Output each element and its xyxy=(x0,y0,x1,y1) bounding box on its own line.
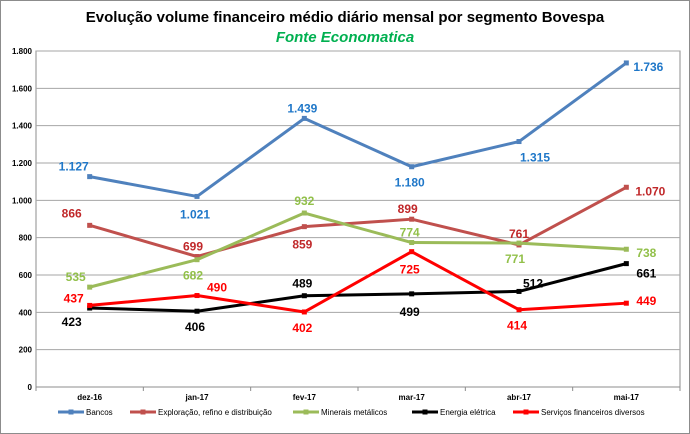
y-tick-label: 600 xyxy=(19,271,33,280)
data-point xyxy=(516,139,522,145)
data-point xyxy=(301,210,307,216)
data-point xyxy=(516,288,522,294)
legend-marker xyxy=(303,409,309,415)
data-point xyxy=(87,284,93,290)
data-point xyxy=(87,305,93,311)
data-label: 512 xyxy=(523,276,543,290)
data-label: 489 xyxy=(292,277,312,291)
data-point xyxy=(623,184,629,190)
legend-label: Serviços financeiros diversos xyxy=(541,408,645,417)
data-label: 1.021 xyxy=(180,207,210,221)
data-point xyxy=(623,60,629,66)
y-tick-label: 0 xyxy=(28,383,33,392)
data-point xyxy=(194,293,200,299)
data-point xyxy=(623,246,629,252)
data-label: 1.070 xyxy=(635,184,665,198)
data-label: 761 xyxy=(509,227,529,241)
series-line xyxy=(89,185,628,259)
data-label: 866 xyxy=(62,206,82,220)
legend-label: Energia elétrica xyxy=(440,408,496,417)
legend-label: Exploração, refino e distribuição xyxy=(158,408,272,417)
data-point xyxy=(87,302,93,308)
data-point xyxy=(623,300,629,306)
series-line xyxy=(89,250,627,314)
data-point xyxy=(409,164,415,170)
data-point xyxy=(623,261,629,267)
x-tick-label: mai-17 xyxy=(614,393,640,402)
data-label: 406 xyxy=(185,320,205,334)
legend-label: Bancos xyxy=(86,408,113,417)
x-tick-label: jan-17 xyxy=(184,393,209,402)
data-point xyxy=(87,222,93,228)
data-point xyxy=(516,307,522,313)
y-tick-label: 1.600 xyxy=(12,84,33,93)
chart-subtitle: Fonte Economatica xyxy=(275,29,415,46)
data-point xyxy=(301,224,307,230)
series-line xyxy=(89,61,628,198)
legend-marker xyxy=(140,409,146,415)
y-tick-label: 1.200 xyxy=(12,159,33,168)
data-label: 725 xyxy=(400,263,420,277)
data-point xyxy=(301,309,307,315)
data-label: 1.315 xyxy=(520,151,550,165)
data-label: 1.127 xyxy=(59,160,89,174)
data-label: 682 xyxy=(183,269,203,283)
chart-title: Evolução volume financeiro médio diário … xyxy=(85,9,605,26)
y-tick-label: 400 xyxy=(19,308,33,317)
y-tick-label: 1.000 xyxy=(12,196,33,205)
data-label: 414 xyxy=(507,319,527,333)
data-label: 499 xyxy=(400,305,420,319)
data-label: 859 xyxy=(292,238,312,252)
legend-marker xyxy=(422,409,428,415)
x-tick-label: abr-17 xyxy=(507,393,532,402)
y-tick-label: 1.800 xyxy=(12,47,33,56)
x-tick-label: dez-16 xyxy=(77,393,102,402)
data-label: 932 xyxy=(294,194,314,208)
x-tick-label: mar-17 xyxy=(399,393,426,402)
data-point xyxy=(194,193,200,199)
data-point xyxy=(301,115,307,121)
data-point xyxy=(194,257,200,263)
data-label: 449 xyxy=(636,294,656,308)
data-point xyxy=(516,240,522,246)
plot-area xyxy=(35,50,681,388)
series-line xyxy=(89,211,627,289)
y-tick-label: 200 xyxy=(19,346,33,355)
data-label: 774 xyxy=(400,226,420,240)
data-point xyxy=(409,249,415,255)
data-label: 402 xyxy=(292,321,312,335)
data-label: 1.736 xyxy=(633,60,663,74)
data-label: 699 xyxy=(183,240,203,254)
data-label: 661 xyxy=(636,267,656,281)
data-point xyxy=(194,254,200,260)
data-label: 1.180 xyxy=(395,176,425,190)
data-label: 490 xyxy=(207,281,227,295)
legend-marker xyxy=(68,409,74,415)
y-tick-label: 1.400 xyxy=(12,122,33,131)
x-tick-label: fev-17 xyxy=(293,393,317,402)
y-tick-label: 800 xyxy=(19,234,33,243)
data-label: 771 xyxy=(505,252,525,266)
data-label: 535 xyxy=(66,270,86,284)
data-label: 899 xyxy=(398,202,418,216)
legend-label: Minerais metálicos xyxy=(321,408,387,417)
data-point xyxy=(87,174,93,180)
data-point xyxy=(194,308,200,314)
data-point xyxy=(301,293,307,299)
data-point xyxy=(409,291,415,297)
legend-marker xyxy=(523,409,529,415)
data-label: 738 xyxy=(636,246,656,260)
data-point xyxy=(409,240,415,246)
data-label: 423 xyxy=(62,315,82,329)
data-label: 1.439 xyxy=(287,101,317,115)
data-label: 437 xyxy=(64,291,84,305)
series-line xyxy=(89,262,627,313)
data-point xyxy=(409,216,415,222)
